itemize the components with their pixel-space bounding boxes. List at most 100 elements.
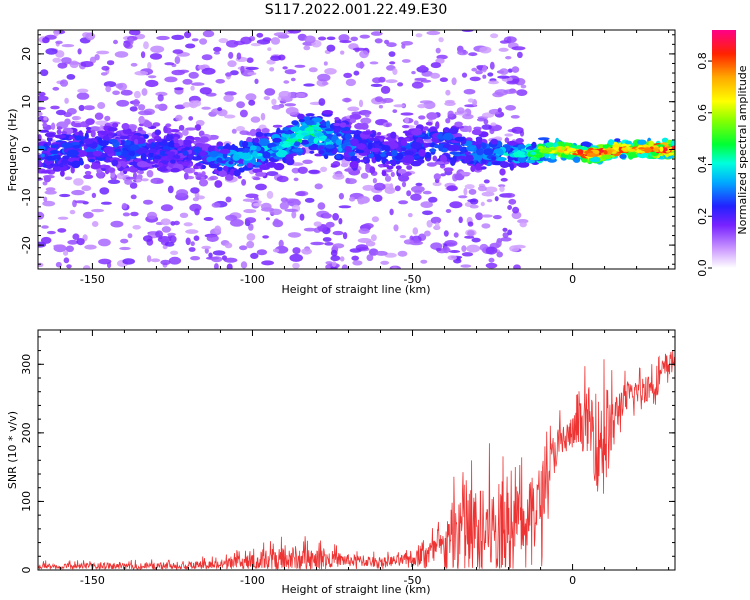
spectrogram-cell: [440, 173, 446, 177]
spectrogram-cell: [619, 154, 627, 159]
spectrogram-cell: [167, 232, 176, 236]
spectrogram-cell: [506, 80, 519, 85]
spectrogram-cell: [113, 148, 121, 152]
spectrogram-cell: [581, 158, 588, 163]
spectrogram-cell: [488, 257, 495, 263]
spectrogram-cell: [223, 144, 233, 150]
snr-ylabel: SNR (10 * v/v): [6, 411, 19, 489]
spectrogram-cell: [475, 212, 483, 221]
spectrogram-cell: [491, 156, 497, 161]
spectrogram-ylabel: Frequency (Hz): [6, 109, 19, 192]
spectrogram-cell: [81, 185, 92, 192]
spectrogram-cell: [80, 121, 87, 128]
spectrogram-cell: [248, 99, 256, 106]
spectrogram-cell: [517, 161, 530, 168]
spectrogram-cell: [164, 76, 178, 83]
spectrogram-cell: [321, 81, 329, 86]
spectrogram-cell: [182, 78, 193, 85]
spectrogram-cell: [92, 150, 103, 157]
spectrogram-cell: [246, 57, 254, 63]
spectrogram-cell: [193, 171, 199, 176]
spectrogram-cell: [345, 78, 356, 87]
spectrogram-cell: [424, 151, 432, 159]
spectrogram-cell: [371, 216, 379, 223]
spectrogram-cell: [480, 166, 487, 170]
spectrogram-cell: [185, 229, 199, 234]
spectrogram-cell: [392, 109, 398, 113]
spectrogram-cell: [62, 155, 70, 160]
spectrogram-cell: [281, 143, 291, 148]
spectrogram-cell: [475, 70, 483, 75]
spectrogram-cell: [192, 197, 199, 202]
spectrogram-cell: [52, 86, 60, 91]
spectrogram-cell: [120, 238, 129, 244]
spectrogram-cell: [252, 177, 261, 181]
spectrogram-cell: [120, 89, 133, 96]
y-tick-label: 20: [20, 47, 33, 61]
spectrogram-cell: [517, 51, 523, 59]
spectrogram-cell: [47, 141, 52, 147]
spectrogram-cell: [389, 61, 396, 65]
spectrogram-cell: [167, 185, 174, 194]
spectrogram-cell: [301, 248, 312, 255]
spectrogram-cell: [397, 250, 408, 257]
spectrogram-cell: [628, 149, 636, 152]
spectrogram-cell: [84, 244, 97, 250]
spectrogram-cell: [226, 263, 233, 269]
spectrogram-cell: [457, 155, 467, 160]
y-tick-label: -20: [20, 236, 33, 254]
spectrogram-cell: [308, 67, 318, 73]
spectrogram-cell: [123, 40, 131, 48]
spectrogram-cell: [82, 211, 94, 219]
spectrogram-cell: [519, 221, 527, 228]
spectrogram-cell: [273, 32, 288, 37]
spectrogram-cell: [285, 154, 294, 161]
spectrogram-cell: [400, 112, 414, 116]
spectrogram-cell: [470, 165, 476, 172]
spectrogram-cell: [38, 160, 42, 167]
spectrogram-cell: [471, 129, 482, 136]
spectrogram-cell: [406, 165, 413, 170]
spectrogram-cell: [371, 234, 377, 242]
spectrogram-cell: [483, 148, 494, 156]
spectrogram-cell: [293, 177, 299, 182]
spectrogram-cell: [543, 147, 553, 153]
spectrogram-cell: [424, 230, 431, 237]
spectrogram-cell: [430, 72, 441, 79]
spectrogram-cell: [191, 82, 205, 86]
spectrogram-cell: [511, 46, 526, 51]
spectrogram-cell: [169, 235, 177, 244]
x-tick-label: -50: [404, 574, 422, 587]
spectrogram-cell: [59, 79, 69, 87]
spectrogram-cell: [160, 155, 169, 162]
colorbar: 0.0 0.2 0.4 0.6 0.8 Normalized spectral ampl…: [696, 30, 749, 277]
spectrogram-cell: [369, 61, 379, 65]
spectrogram-cell: [466, 244, 481, 253]
spectrogram-cell: [297, 166, 308, 174]
spectrogram-cell: [69, 60, 79, 69]
spectrogram-cell: [487, 72, 494, 77]
spectrogram-cell: [339, 256, 345, 262]
spectrogram-cell: [331, 261, 337, 268]
spectrogram-cell: [336, 133, 342, 137]
spectrogram-cell: [213, 51, 220, 55]
spectrogram-cell: [189, 203, 202, 212]
colorbar-tick-label: 0.2: [696, 208, 709, 226]
spectrogram-cell: [143, 41, 149, 50]
spectrogram-cell: [366, 254, 374, 262]
spectrogram-cell: [481, 223, 491, 229]
spectrogram-cell: [325, 120, 331, 129]
spectrogram-cell: [278, 239, 284, 248]
spectrogram-cell: [291, 167, 300, 174]
spectrogram-cell: [454, 173, 465, 181]
spectrogram-cell: [121, 202, 128, 210]
spectrogram-cell: [489, 128, 495, 135]
spectrogram-cell: [158, 162, 164, 167]
spectrogram-cell: [122, 258, 135, 265]
spectrogram-cell: [374, 96, 384, 103]
spectrogram-cell: [239, 130, 250, 135]
spectrogram-cell: [164, 151, 176, 155]
spectrogram-cell: [91, 221, 99, 227]
spectrogram-cell: [338, 205, 352, 209]
spectrogram-cell: [467, 230, 475, 237]
